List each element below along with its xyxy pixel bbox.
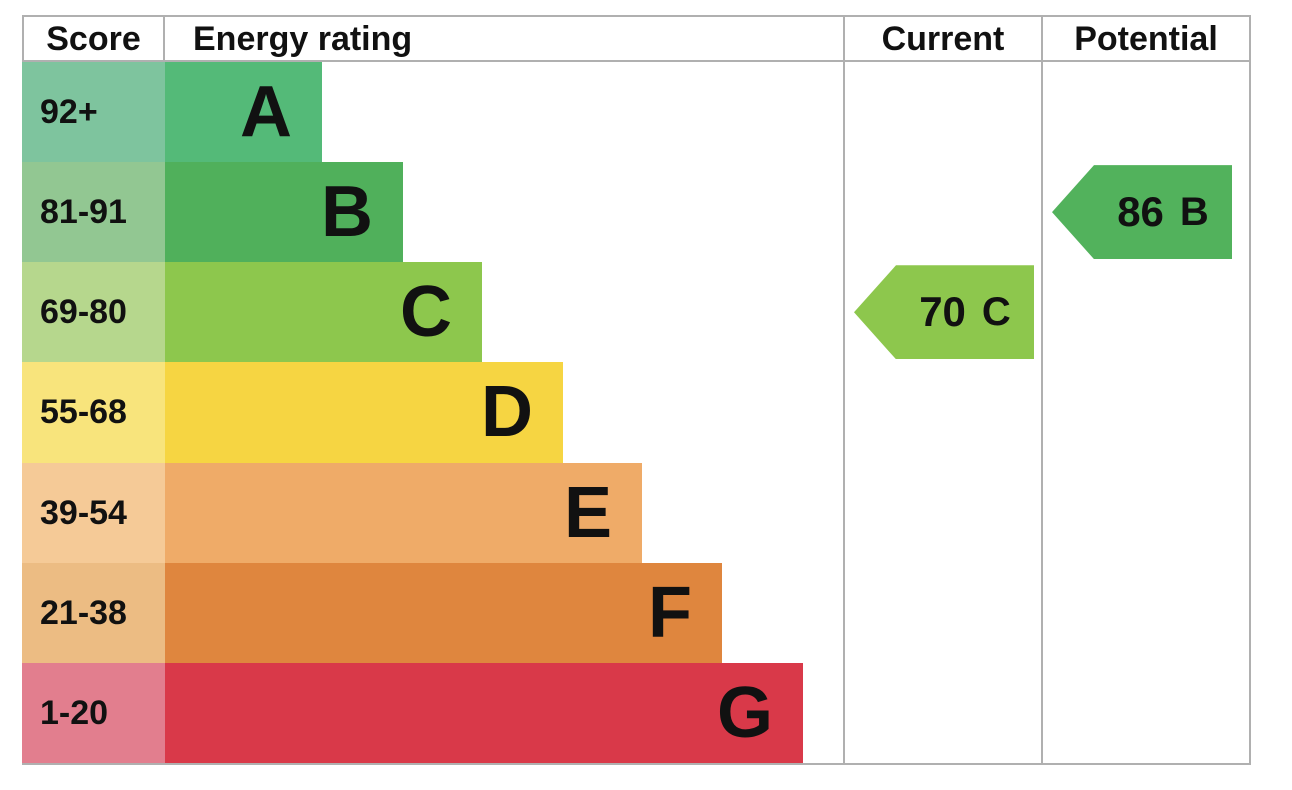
band-bar-g: G [165, 662, 803, 763]
band-row-f: 21-38 F [22, 562, 1251, 663]
header-score: Score [22, 15, 165, 62]
chart-header-row: Score Energy rating Current Potential [22, 15, 1251, 62]
score-range-b: 81-91 [22, 162, 165, 263]
band-row-b: 81-91 B [22, 162, 1251, 263]
score-range-e: 39-54 [22, 462, 165, 563]
header-potential: Potential [1043, 15, 1251, 62]
band-letter-d: D [481, 372, 533, 453]
score-range-a: 92+ [22, 62, 165, 163]
band-letter-f: F [648, 572, 692, 653]
band-bar-f: F [165, 562, 722, 663]
band-letter-g: G [716, 672, 773, 753]
band-bar-b: B [165, 162, 403, 263]
band-letter-e: E [563, 472, 612, 553]
band-bar-d: D [165, 362, 563, 463]
band-letter-c: C [400, 272, 452, 353]
band-letter-b: B [321, 172, 373, 253]
header-current: Current [845, 15, 1043, 62]
score-range-c: 69-80 [22, 262, 165, 363]
score-range-f: 21-38 [22, 562, 165, 663]
potential-score-value: 86 [1117, 188, 1164, 236]
current-rating-arrow: 70 C [854, 265, 1034, 360]
band-bar-a: A [165, 62, 322, 163]
potential-rating-arrow: 86 B [1052, 165, 1232, 260]
band-letter-a: A [240, 72, 292, 153]
score-range-d: 55-68 [22, 362, 165, 463]
score-range-g: 1-20 [22, 662, 165, 763]
band-row-a: 92+ A [22, 62, 1251, 163]
potential-band-letter: B [1179, 190, 1209, 235]
band-row-e: 39-54 E [22, 462, 1251, 563]
band-row-g: 1-20 G [22, 662, 1251, 763]
header-energy-rating: Energy rating [165, 15, 845, 62]
chart-body: 92+ A 81-91 B 69-80 C 55-68 D 39-54 [22, 62, 1251, 765]
current-score-value: 70 [919, 288, 966, 336]
band-bar-e: E [165, 462, 642, 563]
band-bar-c: C [165, 262, 482, 363]
potential-column-left-border [1041, 62, 1043, 763]
table-right-border [1249, 62, 1251, 763]
current-band-letter: C [981, 290, 1011, 335]
band-row-c: 69-80 C [22, 262, 1251, 363]
band-row-d: 55-68 D [22, 362, 1251, 463]
current-column-left-border [843, 62, 845, 763]
